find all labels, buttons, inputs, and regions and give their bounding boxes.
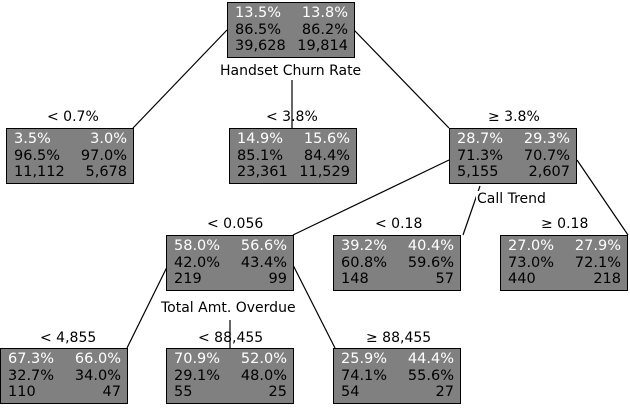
node-lt0056: 58.0% 56.6% 42.0% 43.4% 219 99 bbox=[166, 235, 294, 291]
condition-ge-3-8: ≥ 3.8% bbox=[488, 109, 540, 125]
node-lt4855: 67.3% 66.0% 32.7% 34.0% 110 47 bbox=[0, 348, 128, 404]
split-label-total-amt-overdue: Total Amt. Overdue bbox=[160, 300, 297, 316]
condition-ge-0-18: ≥ 0.18 bbox=[541, 216, 589, 232]
edge-ge38-ge018 bbox=[576, 159, 629, 236]
condition-lt-0-056: < 0.056 bbox=[207, 216, 264, 232]
condition-lt-4855: < 4,855 bbox=[40, 330, 97, 346]
node-root: 13.5% 13.8% 86.5% 86.2% 39,628 19,814 bbox=[227, 2, 355, 58]
condition-lt-0-7: < 0.7% bbox=[47, 109, 99, 125]
edge-root-lt07 bbox=[132, 29, 228, 129]
split-label-handset-churn-rate: Handset Churn Rate bbox=[219, 63, 363, 79]
edge-ge38-lt0056 bbox=[292, 159, 450, 236]
edge-lt0056-lt4855 bbox=[126, 264, 169, 349]
edge-root-ge38 bbox=[353, 29, 450, 129]
condition-lt-0-18: < 0.18 bbox=[375, 216, 423, 232]
split-label-call-trend: Call Trend bbox=[476, 191, 547, 207]
condition-lt-3-8: < 3.8% bbox=[266, 109, 318, 125]
node-lt88455: 70.9% 52.0% 29.1% 48.0% 55 25 bbox=[166, 348, 294, 404]
node-ge88455: 25.9% 44.4% 74.1% 55.6% 54 27 bbox=[333, 348, 461, 404]
node-ge018: 27.0% 27.9% 73.0% 72.1% 440 218 bbox=[500, 235, 628, 291]
node-lt07: 3.5% 3.0% 96.5% 97.0% 11,112 5,678 bbox=[6, 128, 134, 184]
edge-lt0056-ge88455 bbox=[292, 264, 336, 349]
condition-lt-88455: < 88,455 bbox=[198, 330, 264, 346]
condition-ge-88455: ≥ 88,455 bbox=[366, 330, 432, 346]
node-lt38: 14.9% 15.6% 85.1% 84.4% 23,361 11,529 bbox=[229, 128, 357, 184]
node-lt018: 39.2% 40.4% 60.8% 59.6% 148 57 bbox=[333, 235, 461, 291]
node-ge38: 28.7% 29.3% 71.3% 70.7% 5,155 2,607 bbox=[449, 128, 577, 184]
